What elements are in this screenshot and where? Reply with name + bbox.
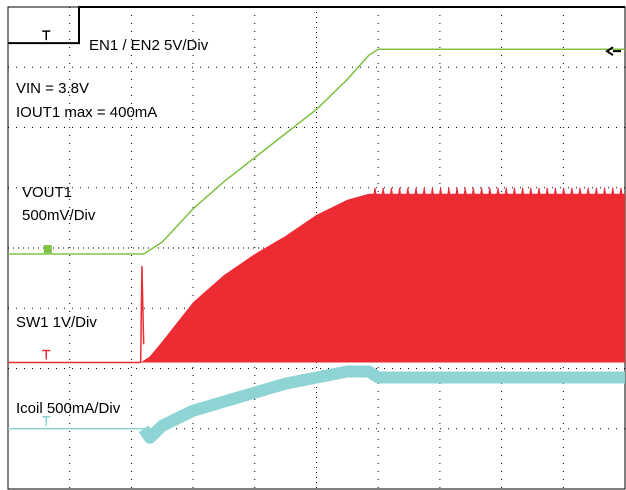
- en-trace-label: EN1 / EN2 5V/Div: [89, 37, 209, 54]
- icoil-trace: [138, 365, 625, 444]
- sw-ground-marker: [42, 349, 51, 360]
- sw-trace-ripple: [371, 187, 625, 208]
- vout-scale-label: 500mV/Div: [22, 207, 96, 224]
- sw-trace-envelope: [140, 193, 625, 363]
- scope-labels: EN1 / EN2 5V/Div VIN = 3.8V IOUT1 max = …: [16, 37, 209, 417]
- sw-trace-label: SW1 1V/Div: [16, 314, 97, 331]
- scope-markers: [42, 30, 621, 426]
- vout-trace-label: VOUT1: [22, 184, 72, 201]
- trigger-level-arrow-icon: [605, 46, 621, 56]
- icoil-trace-label: Icoil 500mA/Div: [16, 400, 121, 417]
- en-ground-marker: [42, 30, 51, 41]
- sw-trace-spike: [139, 266, 145, 363]
- en-trace: [8, 6, 625, 45]
- vin-label: VIN = 3.8V: [16, 80, 89, 97]
- scope-traces: [8, 6, 625, 444]
- icoil-ground-marker: [42, 416, 51, 426]
- vout-ground-marker: [43, 245, 52, 254]
- vout-trace: [8, 48, 625, 255]
- iout-label: IOUT1 max = 400mA: [16, 104, 157, 121]
